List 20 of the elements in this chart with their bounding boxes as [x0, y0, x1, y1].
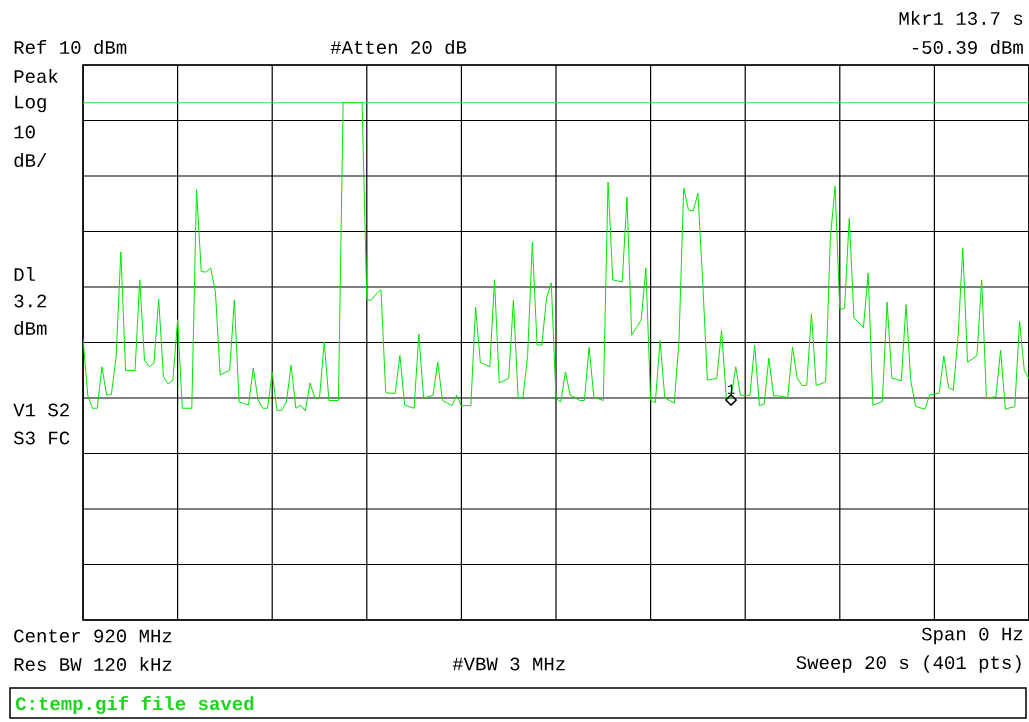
text: #VBW 3 MHz — [452, 657, 565, 671]
text: 10 — [14, 125, 35, 139]
text: dBm — [14, 320, 47, 335]
text: Sweep 20 s (401 pts) — [796, 655, 1021, 673]
text: Peak — [14, 69, 58, 83]
text: C:temp.gif file saved — [15, 695, 254, 715]
text: dB/ — [14, 152, 47, 167]
text: -50.39 dBm — [912, 39, 1023, 54]
text: 3.2 — [14, 294, 47, 308]
text: S3 FC — [13, 431, 70, 445]
annotation: 1 — [727, 384, 735, 394]
text: Center 920 MHz — [14, 629, 172, 643]
text: Dl — [14, 267, 35, 281]
text: Ref 10 dBm — [14, 39, 127, 54]
text: #Atten 20 dB — [330, 39, 467, 54]
text: Mkr1 13.7 s — [899, 11, 1023, 25]
text: Span 0 Hz — [921, 627, 1023, 645]
text: Res BW 120 kHz — [14, 657, 172, 671]
text: V1 S2 — [13, 403, 69, 417]
text: Log — [15, 95, 46, 113]
